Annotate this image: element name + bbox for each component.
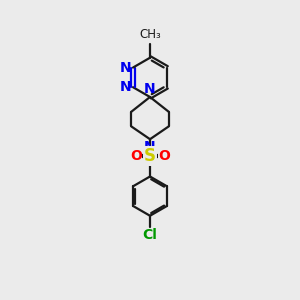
Text: N: N [144,82,156,96]
Text: CH₃: CH₃ [139,28,161,41]
Text: O: O [158,149,170,163]
Text: N: N [120,80,131,94]
Text: Cl: Cl [142,227,158,242]
Text: N: N [144,140,156,154]
Text: S: S [144,147,156,165]
Text: O: O [130,149,142,163]
Text: N: N [120,61,131,75]
